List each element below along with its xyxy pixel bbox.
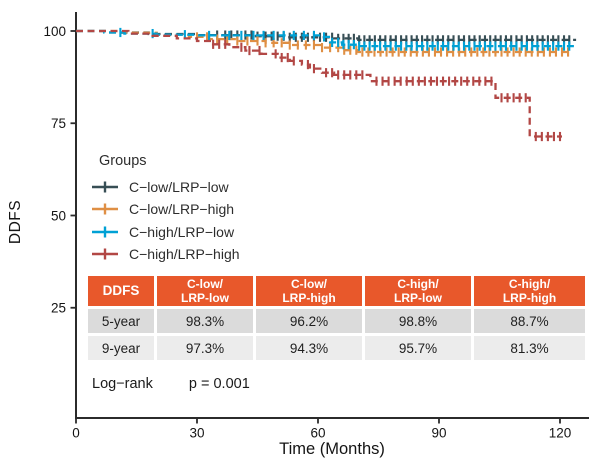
x-tick-label: 120 bbox=[549, 426, 572, 441]
summary-table: DDFS C-low/ LRP-low C-low/ LRP-high C-high/… bbox=[85, 273, 588, 363]
survival-curve-c-high-lrp-high bbox=[76, 29, 562, 138]
table-cell: 88.7% bbox=[474, 309, 585, 333]
y-tick-label: 100 bbox=[43, 24, 66, 39]
legend: Groups C−low/LRP−low C−low/LRP−high C−high… bbox=[90, 153, 240, 265]
legend-item-label: C−high/LRP−low bbox=[129, 223, 235, 240]
table-header-group-1: C-low/ LRP-low bbox=[157, 276, 253, 306]
censor-marks-c-high-lrp-high bbox=[212, 39, 562, 142]
legend-item-c-high-lrp-low: C−high/LRP−low bbox=[90, 221, 240, 243]
table-cell: 97.3% bbox=[157, 336, 253, 360]
survival-curve-c-low-lrp-low bbox=[76, 29, 577, 42]
legend-items: C−low/LRP−low C−low/LRP−high C−high/LRP−lo… bbox=[90, 176, 240, 265]
log-rank-label: Log−rank bbox=[92, 376, 153, 392]
table-cell: 98.3% bbox=[157, 309, 253, 333]
table-cell: 94.3% bbox=[256, 336, 362, 360]
legend-key-icon bbox=[92, 203, 118, 215]
legend-key-icon bbox=[92, 248, 118, 260]
legend-item-label: C−high/LRP−high bbox=[129, 246, 240, 263]
legend-key-icon bbox=[92, 226, 118, 238]
y-tick-label: 25 bbox=[51, 301, 66, 316]
table-row-label: 5-year bbox=[88, 309, 154, 333]
table-row-5-year: 5-year 98.3% 96.2% 98.8% 88.7% bbox=[88, 309, 585, 333]
table-row-label: 9-year bbox=[88, 336, 154, 360]
x-axis-title: Time (Months) bbox=[279, 440, 385, 458]
table-header-group-4: C-high/ LRP-high bbox=[474, 276, 585, 306]
table-header-group-2: C-low/ LRP-high bbox=[256, 276, 362, 306]
table-cell: 81.3% bbox=[474, 336, 585, 360]
legend-item-label: C−low/LRP−high bbox=[129, 201, 235, 218]
legend-item-c-high-lrp-high: C−high/LRP−high bbox=[90, 243, 240, 265]
y-tick-label: 75 bbox=[51, 116, 66, 131]
table-header-ddfs: DDFS bbox=[88, 276, 154, 306]
log-rank-pvalue: p = 0.001 bbox=[188, 376, 250, 392]
x-tick-label: 60 bbox=[310, 426, 325, 441]
legend-key-icon bbox=[92, 181, 118, 193]
table-header-group-3: C-high/ LRP-low bbox=[365, 276, 471, 306]
table-cell: 96.2% bbox=[256, 309, 362, 333]
legend-item-c-low-lrp-low: C−low/LRP−low bbox=[90, 176, 240, 198]
x-tick-label: 30 bbox=[189, 426, 204, 441]
legend-title: Groups bbox=[99, 153, 147, 169]
x-tick-label: 0 bbox=[72, 426, 80, 441]
legend-item-label: C−low/LRP−low bbox=[129, 179, 229, 196]
x-tick-label: 90 bbox=[431, 426, 446, 441]
y-axis-title: DDFS bbox=[7, 199, 24, 245]
table-row-9-year: 9-year 97.3% 94.3% 95.7% 81.3% bbox=[88, 336, 585, 360]
y-tick-label: 50 bbox=[51, 208, 66, 223]
legend-item-c-low-lrp-high: C−low/LRP−high bbox=[90, 198, 240, 220]
table-cell: 98.8% bbox=[365, 309, 471, 333]
table-header-row: DDFS C-low/ LRP-low C-low/ LRP-high C-high/… bbox=[88, 276, 585, 306]
log-rank-stat: Log−rank p = 0.001 bbox=[92, 376, 250, 392]
table-cell: 95.7% bbox=[365, 336, 471, 360]
